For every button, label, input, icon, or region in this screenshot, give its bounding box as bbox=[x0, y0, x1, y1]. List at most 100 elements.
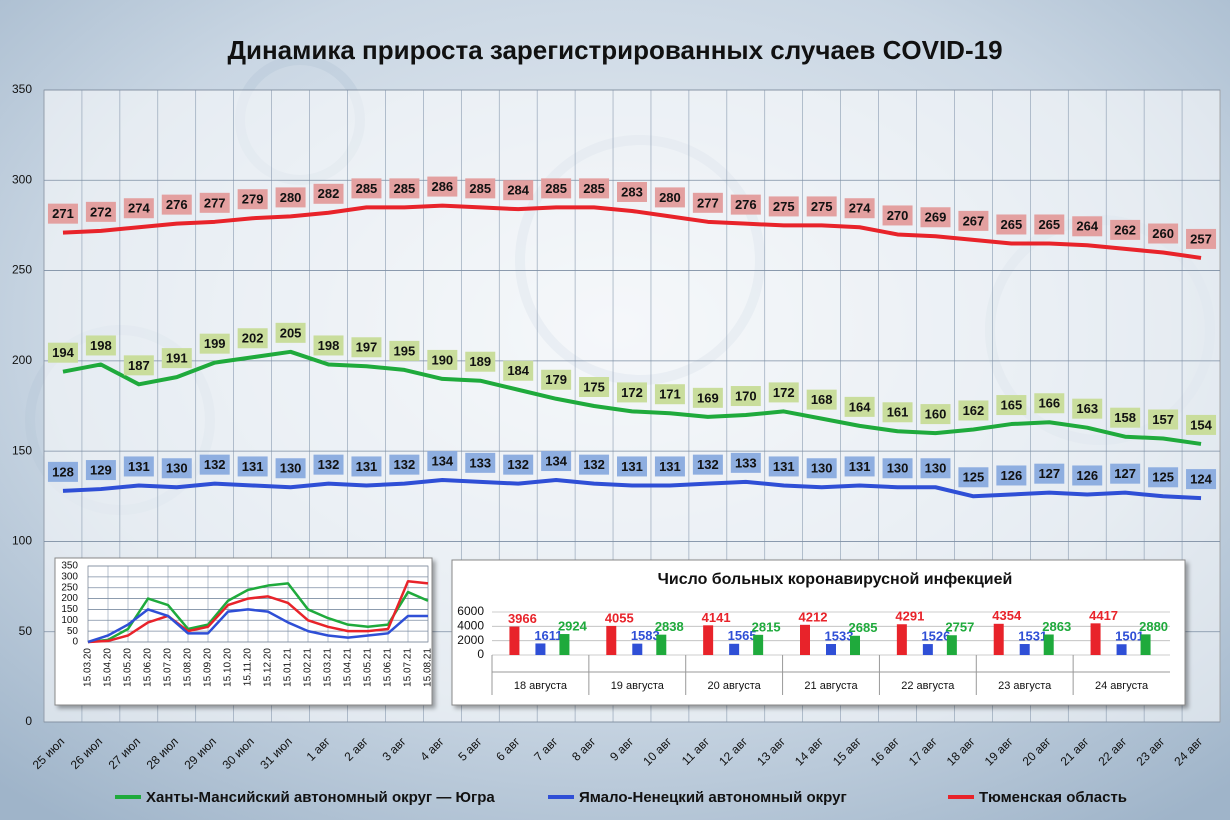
x-tick-label: 22 августа bbox=[901, 680, 955, 692]
x-tick-label: 15.07.21 bbox=[403, 648, 414, 687]
data-label: 130 bbox=[166, 461, 188, 476]
data-label: 262 bbox=[1114, 222, 1136, 237]
data-label-box bbox=[844, 198, 875, 219]
data-label-box bbox=[730, 194, 761, 215]
data-label-box bbox=[579, 377, 610, 397]
data-label: 2863 bbox=[1042, 619, 1071, 634]
data-label: 4055 bbox=[605, 610, 634, 625]
data-label-box bbox=[47, 461, 78, 482]
data-label: 4417 bbox=[1089, 608, 1118, 623]
data-label: 260 bbox=[1152, 226, 1174, 241]
data-label: 271 bbox=[52, 206, 74, 221]
data-label-box bbox=[1186, 414, 1217, 435]
data-label-box bbox=[237, 456, 268, 477]
data-label-box bbox=[844, 456, 875, 477]
data-label: 132 bbox=[583, 457, 605, 472]
data-label-box bbox=[579, 454, 610, 475]
y-tick-label: 300 bbox=[61, 571, 78, 582]
data-label: 1531 bbox=[1018, 628, 1047, 643]
data-label-box bbox=[996, 465, 1027, 486]
data-label: 134 bbox=[545, 453, 567, 468]
data-label-box bbox=[199, 192, 230, 213]
data-label: 1611 bbox=[534, 628, 562, 643]
data-label-box bbox=[237, 328, 268, 349]
bar bbox=[535, 643, 546, 655]
data-label-box bbox=[920, 207, 951, 228]
x-tick-label: 18 августа bbox=[514, 680, 568, 692]
y-tick-label: 200 bbox=[61, 593, 78, 604]
data-label-box bbox=[427, 349, 458, 370]
data-label: 190 bbox=[431, 352, 453, 367]
bar bbox=[1043, 634, 1054, 655]
data-label-box bbox=[427, 451, 458, 472]
data-label: 277 bbox=[204, 195, 226, 210]
data-label: 187 bbox=[128, 358, 150, 373]
data-label: 2815 bbox=[752, 619, 781, 634]
data-label-box bbox=[1072, 465, 1103, 486]
bar-chart-title: Число больных коронавирусной инфекцией bbox=[658, 571, 1013, 588]
x-tick-label: 24 августа bbox=[1095, 680, 1149, 692]
data-label: 286 bbox=[431, 179, 453, 194]
data-label: 131 bbox=[356, 459, 378, 474]
data-label-box bbox=[199, 333, 230, 354]
data-label: 132 bbox=[204, 457, 226, 472]
bar bbox=[1140, 634, 1151, 655]
data-label-box bbox=[617, 382, 647, 403]
data-label-box bbox=[161, 458, 192, 479]
x-tick-label: 15.08.20 bbox=[183, 648, 194, 687]
data-label: 4291 bbox=[895, 609, 924, 624]
x-tick-label: 15.09.20 bbox=[203, 648, 214, 687]
data-label: 198 bbox=[318, 338, 340, 353]
data-label-box bbox=[85, 460, 116, 481]
y-tick-label: 50 bbox=[19, 624, 33, 638]
data-label-box bbox=[1034, 393, 1065, 414]
data-label: 198 bbox=[90, 338, 112, 353]
data-label-box bbox=[768, 456, 799, 477]
x-tick-label: 21 августа bbox=[804, 680, 858, 692]
x-tick-label: 15.12.20 bbox=[263, 648, 274, 687]
data-label: 264 bbox=[1076, 219, 1098, 234]
y-tick-label: 300 bbox=[12, 172, 32, 186]
data-label: 276 bbox=[166, 197, 188, 212]
data-label: 157 bbox=[1152, 412, 1174, 427]
data-label: 2924 bbox=[558, 618, 588, 633]
data-label-box bbox=[389, 454, 420, 475]
data-label-box bbox=[844, 396, 875, 417]
data-label-box bbox=[161, 194, 192, 215]
bar bbox=[703, 625, 714, 655]
series-line bbox=[62, 349, 1202, 446]
data-label: 184 bbox=[507, 363, 529, 378]
y-tick-label: 100 bbox=[61, 615, 78, 626]
data-label: 1583 bbox=[631, 628, 660, 643]
data-label-box bbox=[958, 467, 989, 488]
data-label: 130 bbox=[280, 461, 302, 476]
data-label: 131 bbox=[849, 459, 871, 474]
data-label: 164 bbox=[849, 399, 871, 414]
data-label: 285 bbox=[469, 181, 491, 196]
x-tick-label: 15.05.21 bbox=[363, 648, 374, 687]
data-label-box bbox=[806, 389, 837, 410]
data-label: 276 bbox=[735, 197, 757, 212]
series-line bbox=[87, 582, 429, 644]
x-tick-label: 15.10.20 bbox=[223, 648, 234, 687]
data-label: 154 bbox=[1190, 417, 1212, 432]
data-label: 172 bbox=[773, 385, 795, 400]
data-label: 1501 bbox=[1115, 629, 1144, 644]
data-label-box bbox=[275, 187, 306, 208]
data-label-box bbox=[123, 198, 154, 219]
data-label: 4141 bbox=[702, 610, 731, 625]
data-label: 131 bbox=[773, 459, 795, 474]
data-label-box bbox=[1148, 223, 1179, 244]
data-label: 168 bbox=[811, 392, 833, 407]
data-label: 172 bbox=[621, 385, 643, 400]
data-label-box bbox=[882, 458, 913, 479]
data-label: 1565 bbox=[728, 628, 757, 643]
y-tick-label: 250 bbox=[61, 582, 78, 593]
y-tick-label: 2000 bbox=[457, 633, 484, 647]
data-label: 130 bbox=[887, 461, 909, 476]
data-label-box bbox=[275, 458, 306, 479]
data-label: 197 bbox=[356, 340, 378, 355]
data-label: 131 bbox=[621, 459, 643, 474]
x-tick-label: 15.06.20 bbox=[143, 648, 154, 687]
data-label: 125 bbox=[963, 470, 985, 485]
